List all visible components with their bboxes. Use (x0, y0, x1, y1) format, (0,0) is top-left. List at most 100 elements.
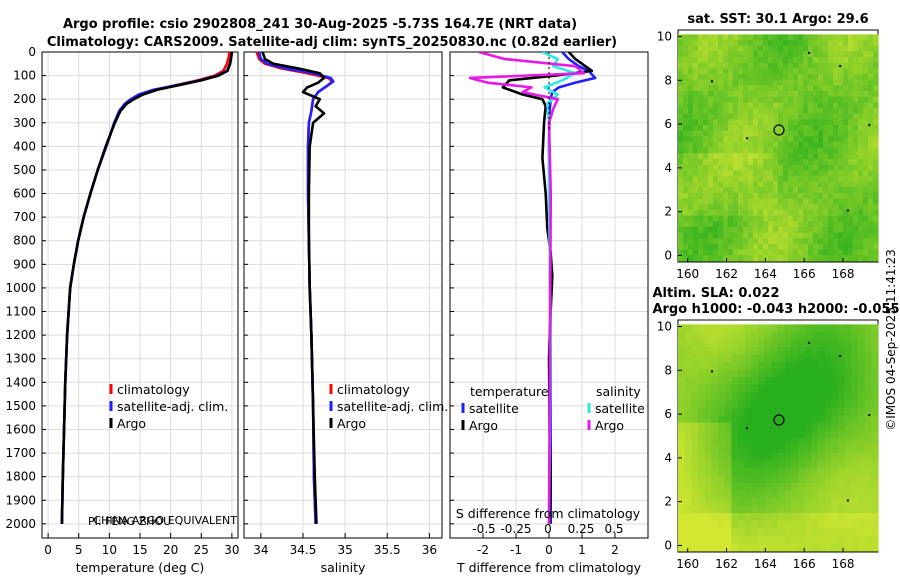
heatmap-cell (691, 377, 699, 386)
heatmap-cell (818, 175, 824, 183)
heatmap-cell (718, 198, 724, 205)
heatmap-cell (711, 422, 719, 431)
heatmap-cell (738, 445, 746, 454)
heatmap-cell (723, 124, 729, 132)
heatmap-cell (718, 96, 724, 103)
heatmap-cell (713, 198, 719, 205)
heatmap-cell (784, 392, 792, 401)
heatmap-cell (683, 57, 689, 64)
heatmap-cell (723, 119, 729, 126)
heatmap-cell (718, 238, 724, 245)
heatmap-cell (688, 209, 694, 217)
heatmap-cell (803, 124, 809, 132)
heatmap-cell (773, 62, 779, 69)
heatmap-cell (871, 339, 879, 348)
heatmap-cell (848, 74, 854, 81)
heatmap-cell (748, 124, 754, 132)
y-tick-label: 10 (657, 30, 672, 44)
heatmap-cell (751, 535, 759, 544)
heatmap-cell (738, 40, 744, 47)
heatmap-cell (678, 430, 686, 439)
heatmap-cell (688, 40, 694, 47)
heatmap-cell (711, 347, 719, 356)
heatmap-cell (778, 62, 784, 69)
heatmap-cell (798, 226, 804, 234)
heatmap-cell (738, 347, 746, 356)
heatmap-cell (818, 362, 826, 371)
heatmap-cell (718, 232, 724, 239)
heatmap-cell (723, 136, 729, 143)
heatmap-cell (868, 187, 874, 194)
heatmap-cell (764, 543, 772, 552)
heatmap-cell (843, 187, 849, 194)
heatmap-cell (818, 238, 824, 245)
heatmap-cell (718, 482, 726, 492)
heatmap-cell (684, 362, 692, 371)
heatmap-cell (868, 232, 874, 239)
heatmap-cell (803, 62, 809, 69)
heatmap-cell (768, 96, 774, 103)
heatmap-cell (758, 513, 766, 522)
heatmap-cell (738, 490, 746, 499)
heatmap-cell (758, 130, 764, 137)
heatmap-cell (698, 528, 706, 537)
heatmap-cell (778, 91, 784, 98)
y-tick-label: 500 (13, 163, 36, 177)
heatmap-cell (778, 452, 786, 461)
heatmap-cell (768, 232, 774, 239)
heatmap-cell (748, 130, 754, 137)
heatmap-cell (828, 209, 834, 217)
heatmap-cell (678, 198, 684, 205)
heatmap-cell (763, 243, 769, 251)
heatmap-cell (768, 255, 774, 262)
heatmap-cell (873, 170, 879, 177)
heatmap-cell (703, 204, 709, 211)
heatmap-cell (804, 422, 812, 431)
heatmap-cell (743, 232, 749, 239)
heatmap-cell (758, 528, 766, 537)
heatmap-cell (718, 475, 726, 484)
heatmap-cell (748, 158, 754, 166)
heatmap-cell (803, 79, 809, 86)
heatmap-cell (818, 62, 824, 69)
heatmap-cell (873, 249, 879, 256)
heatmap-cell (803, 74, 809, 81)
heatmap-cell (803, 91, 809, 98)
heatmap-cell (691, 414, 699, 424)
heatmap-cell (853, 45, 859, 52)
heatmap-cell (691, 392, 699, 401)
heatmap-cell (784, 377, 792, 386)
heatmap-cell (718, 51, 724, 58)
heatmap-cell (804, 437, 812, 446)
heatmap-cell (718, 102, 724, 109)
heatmap-cell (698, 68, 704, 75)
heatmap-cell (838, 45, 844, 52)
heatmap-cell (731, 324, 739, 333)
heatmap-cell (728, 107, 734, 115)
y-tick-label: 1900 (5, 493, 36, 507)
heatmap-cell (784, 362, 792, 371)
heatmap-cell (678, 147, 684, 154)
heatmap-cell (738, 354, 746, 363)
heatmap-cell (818, 520, 826, 529)
heatmap-cell (868, 198, 874, 205)
heatmap-cell (733, 153, 739, 160)
heatmap-cell (718, 490, 726, 499)
heatmap-cell (848, 57, 854, 64)
heatmap-cell (773, 147, 779, 154)
heatmap-cell (798, 153, 804, 160)
heatmap-cell (784, 399, 792, 409)
heatmap-cell (868, 170, 874, 177)
heatmap-cell (804, 331, 812, 341)
heatmap-cell (733, 85, 739, 92)
heatmap-cell (771, 369, 779, 378)
heatmap-cell (778, 384, 786, 393)
heatmap-cell (863, 130, 869, 137)
heatmap-cell (793, 40, 799, 47)
heatmap-cell (858, 331, 866, 341)
heatmap-cell (744, 354, 752, 363)
heatmap-cell (704, 399, 712, 409)
heatmap-cell (824, 331, 832, 341)
heatmap-cell (863, 51, 869, 58)
heatmap-cell (718, 153, 724, 160)
